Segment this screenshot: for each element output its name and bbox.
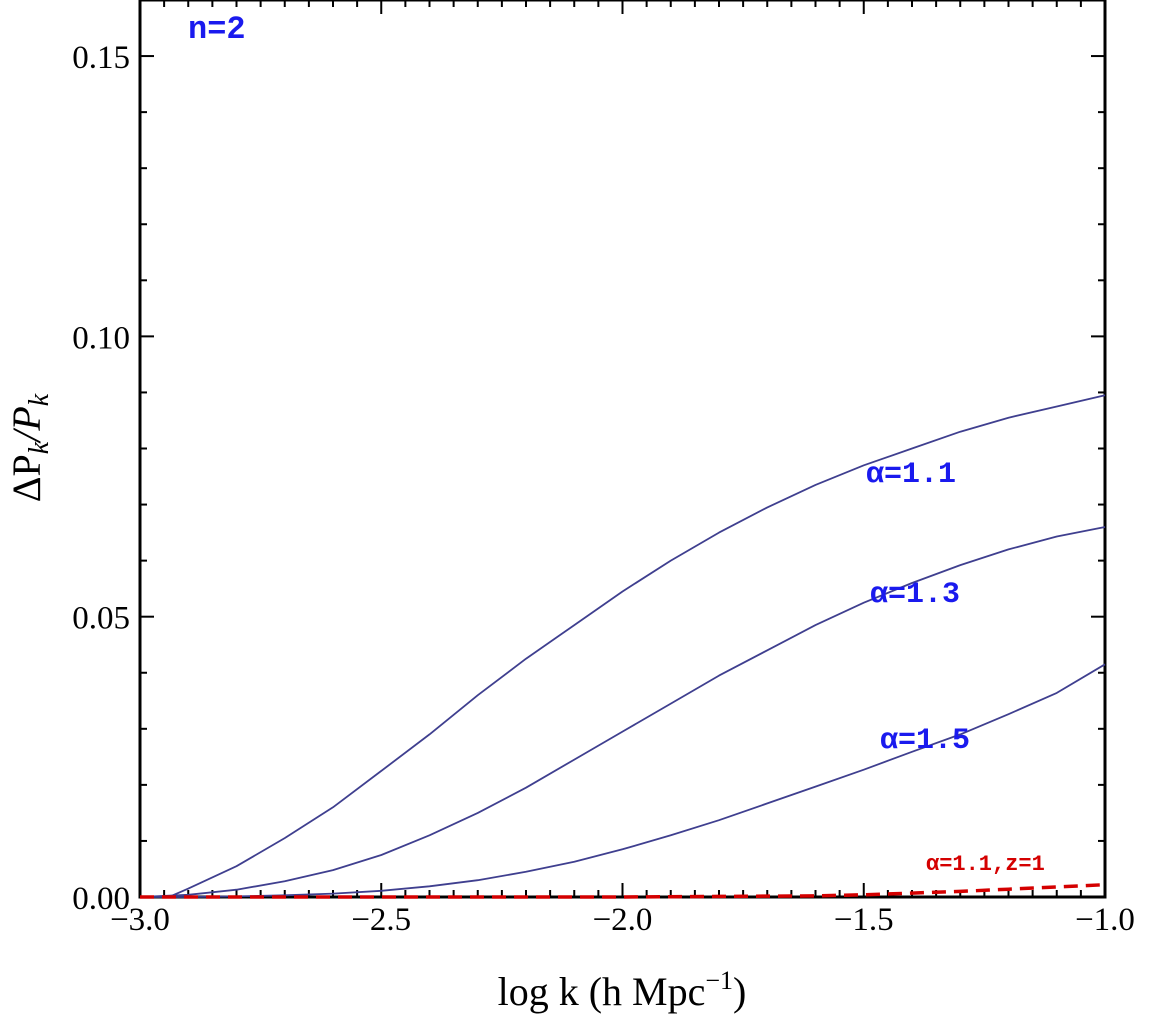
x-tick-label: −3.0 xyxy=(110,902,170,938)
x-tick-labels: −3.0 −2.5 −2.0 −1.5 −1.0 xyxy=(110,902,1135,938)
y-axis-title-slash: /P xyxy=(4,406,49,444)
x-axis-title-close: ) xyxy=(733,969,746,1014)
y-axis-title-delta: ΔP xyxy=(4,454,49,502)
panel-label: n=2 xyxy=(188,11,246,48)
series-line-3 xyxy=(140,663,1106,898)
y-tick-labels: 0.00 0.05 0.10 0.15 xyxy=(72,40,130,917)
x-tick-label: −1.5 xyxy=(834,902,894,938)
x-axis-title-main: log k (h Mpc xyxy=(498,969,706,1014)
series-layer xyxy=(139,394,1106,899)
series-line-2 xyxy=(139,526,1106,898)
y-tick-label: 0.10 xyxy=(72,320,130,356)
x-tick-label: −1.0 xyxy=(1075,902,1135,938)
series-label-alpha-1-1-z-1: α=1.1,z=1 xyxy=(926,852,1045,877)
tick-marks xyxy=(139,0,1106,898)
y-axis-title: ΔPk/Pk xyxy=(4,393,55,502)
y-tick-label: 0.05 xyxy=(72,601,130,637)
series-label-alpha-1-1: α=1.1 xyxy=(866,458,956,492)
y-axis-title-sub-1: k xyxy=(24,441,55,454)
series-label-alpha-1-5: α=1.5 xyxy=(880,724,970,758)
x-axis-title-exponent: −1 xyxy=(705,966,733,995)
series-label-alpha-1-3: α=1.3 xyxy=(870,578,960,612)
x-tick-label: −2.5 xyxy=(351,902,411,938)
x-tick-label: −2.0 xyxy=(593,902,653,938)
x-axis-title: log k (h Mpc−1) xyxy=(498,966,747,1014)
y-axis-title-sub-2: k xyxy=(24,393,55,406)
series-line-4 xyxy=(140,882,1106,899)
y-tick-label: 0.15 xyxy=(72,40,130,76)
y-tick-label: 0.00 xyxy=(72,881,130,917)
series-line-1 xyxy=(168,394,1106,898)
plot-frame xyxy=(138,0,1107,899)
